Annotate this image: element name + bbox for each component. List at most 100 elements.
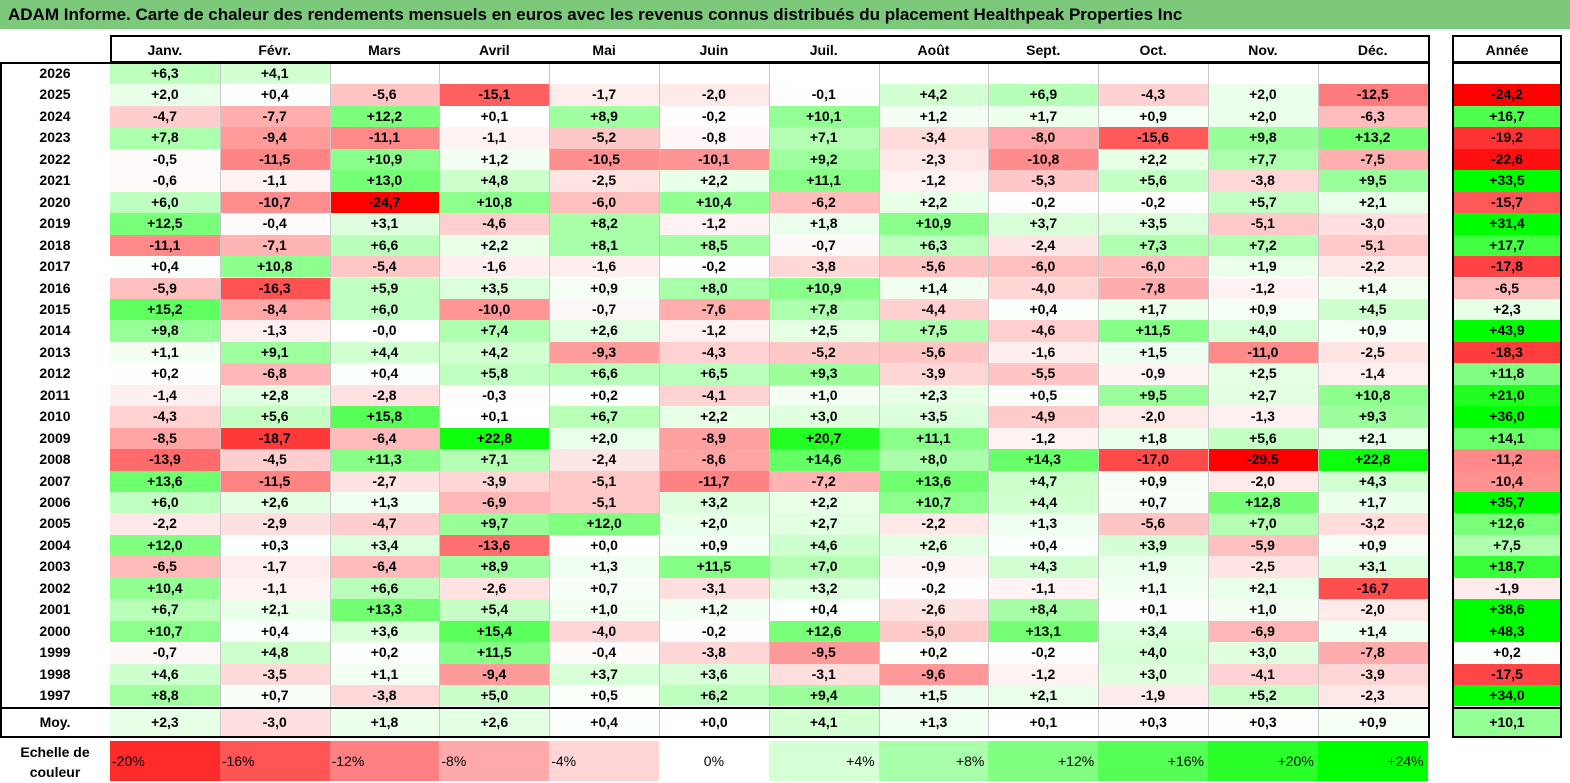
heatmap-cell: -1,7 <box>219 556 330 578</box>
heatmap-cell: -4,1 <box>659 384 769 407</box>
heatmap-cell: -0,2 <box>659 105 769 128</box>
heatmap-cell: -2,5 <box>549 170 659 192</box>
heatmap-cell: -2,0 <box>1208 470 1318 492</box>
year-total-cell: +11,8 <box>1452 363 1562 385</box>
heatmap-cell: +3,0 <box>1098 663 1208 686</box>
heatmap-cell: -1,6 <box>549 256 659 278</box>
heatmap-cell: +11,3 <box>329 449 440 471</box>
column-separator <box>878 63 880 736</box>
heatmap-cell <box>988 63 1099 85</box>
heatmap-cell: +1,1 <box>1098 577 1208 600</box>
year-total-cell: +7,5 <box>1452 534 1562 557</box>
heatmap-cell: -3,8 <box>1208 170 1318 192</box>
heatmap-cell: +0,4 <box>988 534 1099 557</box>
heatmap-cell: +3,2 <box>659 492 769 514</box>
row-label: 2018 <box>39 236 71 253</box>
heatmap-cell: -3,9 <box>878 363 989 385</box>
heatmap-cell: -2,7 <box>329 470 440 492</box>
heatmap-cell <box>439 63 550 85</box>
heatmap-cell: +1,5 <box>1098 341 1208 364</box>
row-label: 2024 <box>39 107 71 124</box>
row-label: 2011 <box>39 386 71 403</box>
heatmap-cell: -6,8 <box>219 363 330 385</box>
heatmap-cell: +3,5 <box>878 406 989 428</box>
heatmap-cell: -1,1 <box>439 127 550 149</box>
heatmap-cell: +2,0 <box>110 84 220 106</box>
heatmap-cell: +7,5 <box>878 320 989 342</box>
heatmap-cell: +15,8 <box>329 406 440 428</box>
heatmap-cell: -17,0 <box>1098 449 1208 471</box>
heatmap-cell: +2,7 <box>1208 384 1318 407</box>
heatmap-cell: +10,9 <box>768 277 879 299</box>
heatmap-cell: +4,6 <box>768 534 879 557</box>
heatmap-cell: +5,0 <box>439 685 550 707</box>
heatmap-cell: +1,5 <box>878 685 989 707</box>
heatmap-cell: -2,6 <box>439 577 550 600</box>
heatmap-cell: -6,9 <box>1208 620 1318 643</box>
average-year-cell: +10,1 <box>1452 707 1562 736</box>
heatmap-cell: +9,1 <box>219 341 330 364</box>
row-label: 2025 <box>39 86 71 103</box>
average-cell: +2,6 <box>439 707 550 736</box>
heatmap-cell: +1,3 <box>549 556 659 578</box>
heatmap-cell: +10,8 <box>439 191 550 214</box>
color-scale-stop: -8% <box>439 741 550 781</box>
heatmap-cell: +6,5 <box>659 363 769 385</box>
heatmap-cell: -1,2 <box>878 170 989 192</box>
column-header: Mars <box>368 42 401 58</box>
heatmap-cell: -2,0 <box>1317 599 1428 621</box>
heatmap-cell: -2,3 <box>1317 685 1428 707</box>
heatmap-cell: +4,4 <box>988 492 1099 514</box>
color-scale-stop: -16% <box>219 741 330 781</box>
average-cell: +0,3 <box>1098 707 1208 736</box>
column-separator <box>329 63 331 736</box>
year-total-cell: +21,0 <box>1452 384 1562 407</box>
heatmap-cell: +8,2 <box>549 213 659 235</box>
heatmap-cell: -2,4 <box>988 234 1099 257</box>
heatmap-cell: +4,3 <box>988 556 1099 578</box>
column-header: Juil. <box>809 42 838 58</box>
heatmap-cell: +3,7 <box>988 213 1099 235</box>
heatmap-cell: +0,2 <box>549 384 659 407</box>
heatmap-cell: +6,0 <box>110 492 220 514</box>
heatmap-cell: +5,8 <box>439 363 550 385</box>
heatmap-cell: -2,2 <box>878 513 989 535</box>
color-scale-label: Echelle de couleur <box>20 744 90 780</box>
heatmap-cell: +10,8 <box>219 256 330 278</box>
heatmap-cell: +8,4 <box>988 599 1099 621</box>
row-label: 2001 <box>39 601 71 618</box>
row-label: 2000 <box>39 622 71 639</box>
heatmap-cell: +13,6 <box>110 470 220 492</box>
heatmap-cell: -5,4 <box>329 256 440 278</box>
heatmap-cell: -1,2 <box>659 213 769 235</box>
heatmap-cell: -6,4 <box>329 556 440 578</box>
heatmap-cell: -16,7 <box>1317 577 1428 600</box>
heatmap-cell: +13,1 <box>988 620 1099 643</box>
heatmap-cell: +3,9 <box>1098 534 1208 557</box>
heatmap-cell: +0,9 <box>1317 320 1428 342</box>
heatmap-cell: +2,0 <box>659 513 769 535</box>
heatmap-cell: -0,7 <box>110 642 220 664</box>
row-label: 2015 <box>39 300 71 317</box>
heatmap-cell: -0,2 <box>988 642 1099 664</box>
heatmap-cell: +2,2 <box>659 170 769 192</box>
heatmap-cell: -13,6 <box>439 534 550 557</box>
heatmap-cell: -5,1 <box>1208 213 1318 235</box>
heatmap-cell: -3,1 <box>659 577 769 600</box>
heatmap-cell: +4,2 <box>439 341 550 364</box>
heatmap-cell: -5,1 <box>1317 234 1428 257</box>
heatmap-cell: +3,0 <box>1208 642 1318 664</box>
heatmap-cell: +22,8 <box>1317 449 1428 471</box>
heatmap-cell: -0,2 <box>988 191 1099 214</box>
heatmap-cell: -11,5 <box>219 148 330 171</box>
heatmap-cell: -5,0 <box>878 620 989 643</box>
heatmap-cell <box>1098 63 1208 85</box>
heatmap-cell <box>549 63 659 85</box>
heatmap-cell: +4,4 <box>329 341 440 364</box>
heatmap-cell: -6,0 <box>988 256 1099 278</box>
heatmap-cell: -16,3 <box>219 277 330 299</box>
heatmap-cell: +0,1 <box>439 105 550 128</box>
heatmap-cell: -1,4 <box>110 384 220 407</box>
heatmap-cell: +7,3 <box>1098 234 1208 257</box>
heatmap-cell: +22,8 <box>439 427 550 450</box>
